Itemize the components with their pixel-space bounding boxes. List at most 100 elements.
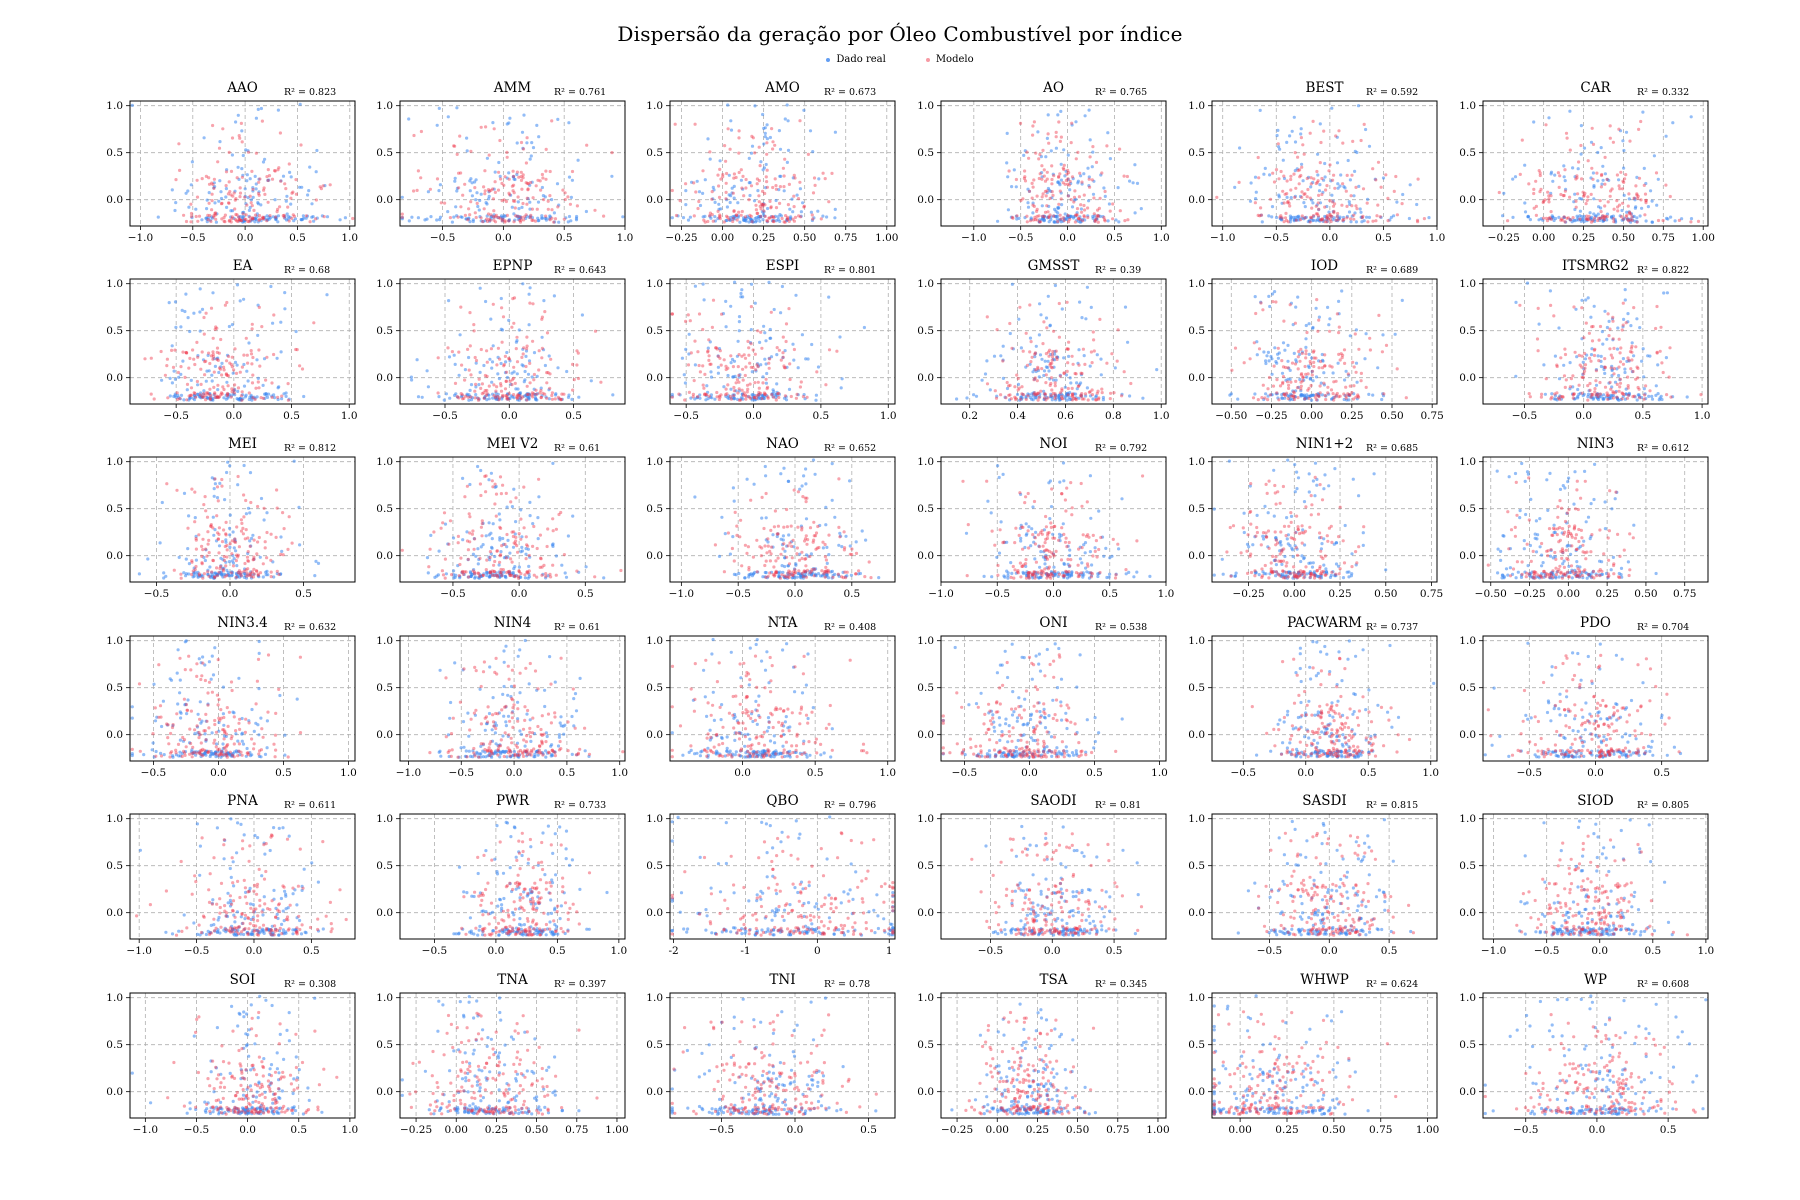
real-point (450, 220, 454, 224)
model-point (1361, 187, 1366, 191)
model-point (1598, 199, 1602, 203)
real-point (217, 199, 221, 203)
real-point (1302, 201, 1306, 205)
model-point (1129, 381, 1133, 386)
model-point (1334, 134, 1338, 138)
real-point (219, 556, 223, 560)
model-point (1092, 196, 1096, 200)
real-point (768, 135, 773, 140)
model-point (1615, 395, 1619, 399)
model-point (1605, 393, 1609, 397)
model-point (1580, 365, 1584, 369)
real-point (752, 199, 757, 203)
real-point (1286, 359, 1290, 363)
real-point (1294, 358, 1298, 362)
real-point (257, 177, 261, 181)
model-point (799, 380, 803, 384)
model-point (1658, 349, 1662, 353)
model-point (1025, 363, 1030, 367)
real-point (525, 214, 529, 218)
model-point (719, 363, 723, 367)
model-point (1075, 213, 1079, 217)
real-point (540, 214, 544, 218)
real-point (1090, 165, 1094, 169)
real-point (526, 372, 531, 376)
model-point (1044, 194, 1048, 198)
model-point (1032, 392, 1036, 396)
real-point (173, 208, 177, 213)
model-point (295, 348, 299, 352)
model-point (827, 348, 832, 352)
real-point (1264, 361, 1268, 366)
real-point (271, 215, 275, 219)
model-point (251, 217, 255, 221)
model-point (217, 551, 221, 555)
model-point (1368, 336, 1372, 340)
real-point (530, 375, 534, 379)
real-point (451, 536, 456, 540)
real-point (703, 178, 707, 182)
real-point (778, 213, 782, 217)
model-point (1603, 155, 1607, 159)
model-point (238, 191, 243, 195)
model-point (198, 393, 202, 397)
model-point (1563, 189, 1567, 193)
real-point (1108, 157, 1112, 161)
real-point (833, 207, 837, 211)
model-point (1252, 341, 1256, 345)
model-point (1046, 132, 1050, 136)
real-point (760, 210, 765, 214)
real-point (765, 220, 769, 224)
model-point (756, 380, 760, 384)
real-point (762, 324, 766, 328)
model-point (521, 201, 525, 206)
model-point (1352, 213, 1356, 217)
real-point (489, 531, 493, 535)
real-point (709, 370, 713, 374)
model-point (229, 193, 233, 197)
model-point (525, 344, 529, 348)
model-point (482, 207, 486, 211)
model-point (1609, 353, 1613, 357)
model-point (760, 346, 764, 350)
real-point (1583, 357, 1588, 361)
real-point (247, 341, 251, 345)
model-point (256, 380, 260, 384)
model-point (781, 351, 785, 355)
model-point (1271, 300, 1275, 304)
model-point (1580, 354, 1584, 358)
real-point (245, 369, 249, 373)
real-point (174, 201, 178, 205)
model-point (507, 357, 511, 361)
model-point (480, 382, 484, 386)
model-point (1395, 213, 1399, 217)
model-point (493, 190, 497, 194)
model-point (261, 216, 266, 220)
model-point (1609, 387, 1613, 391)
real-point (724, 325, 728, 329)
model-point (248, 215, 252, 219)
real-point (554, 554, 559, 558)
real-point (544, 216, 548, 220)
model-point (787, 307, 791, 311)
model-point (1081, 219, 1085, 223)
model-point (1096, 220, 1100, 224)
model-point (1607, 334, 1611, 338)
model-point (1285, 179, 1289, 183)
real-point (469, 398, 474, 402)
model-point (457, 186, 461, 190)
model-point (1608, 380, 1612, 384)
model-point (1573, 350, 1577, 354)
y-tick-label: 0.0 (376, 372, 393, 384)
model-point (1642, 397, 1646, 401)
model-point (189, 202, 193, 206)
model-point (1032, 178, 1036, 182)
model-point (225, 573, 229, 578)
model-point (487, 189, 492, 193)
model-point (272, 352, 276, 357)
model-point (714, 346, 718, 350)
r2-annotation: R² = 0.592 (1366, 87, 1418, 98)
real-point (794, 293, 798, 297)
model-point (504, 370, 509, 374)
model-point (1609, 366, 1613, 370)
